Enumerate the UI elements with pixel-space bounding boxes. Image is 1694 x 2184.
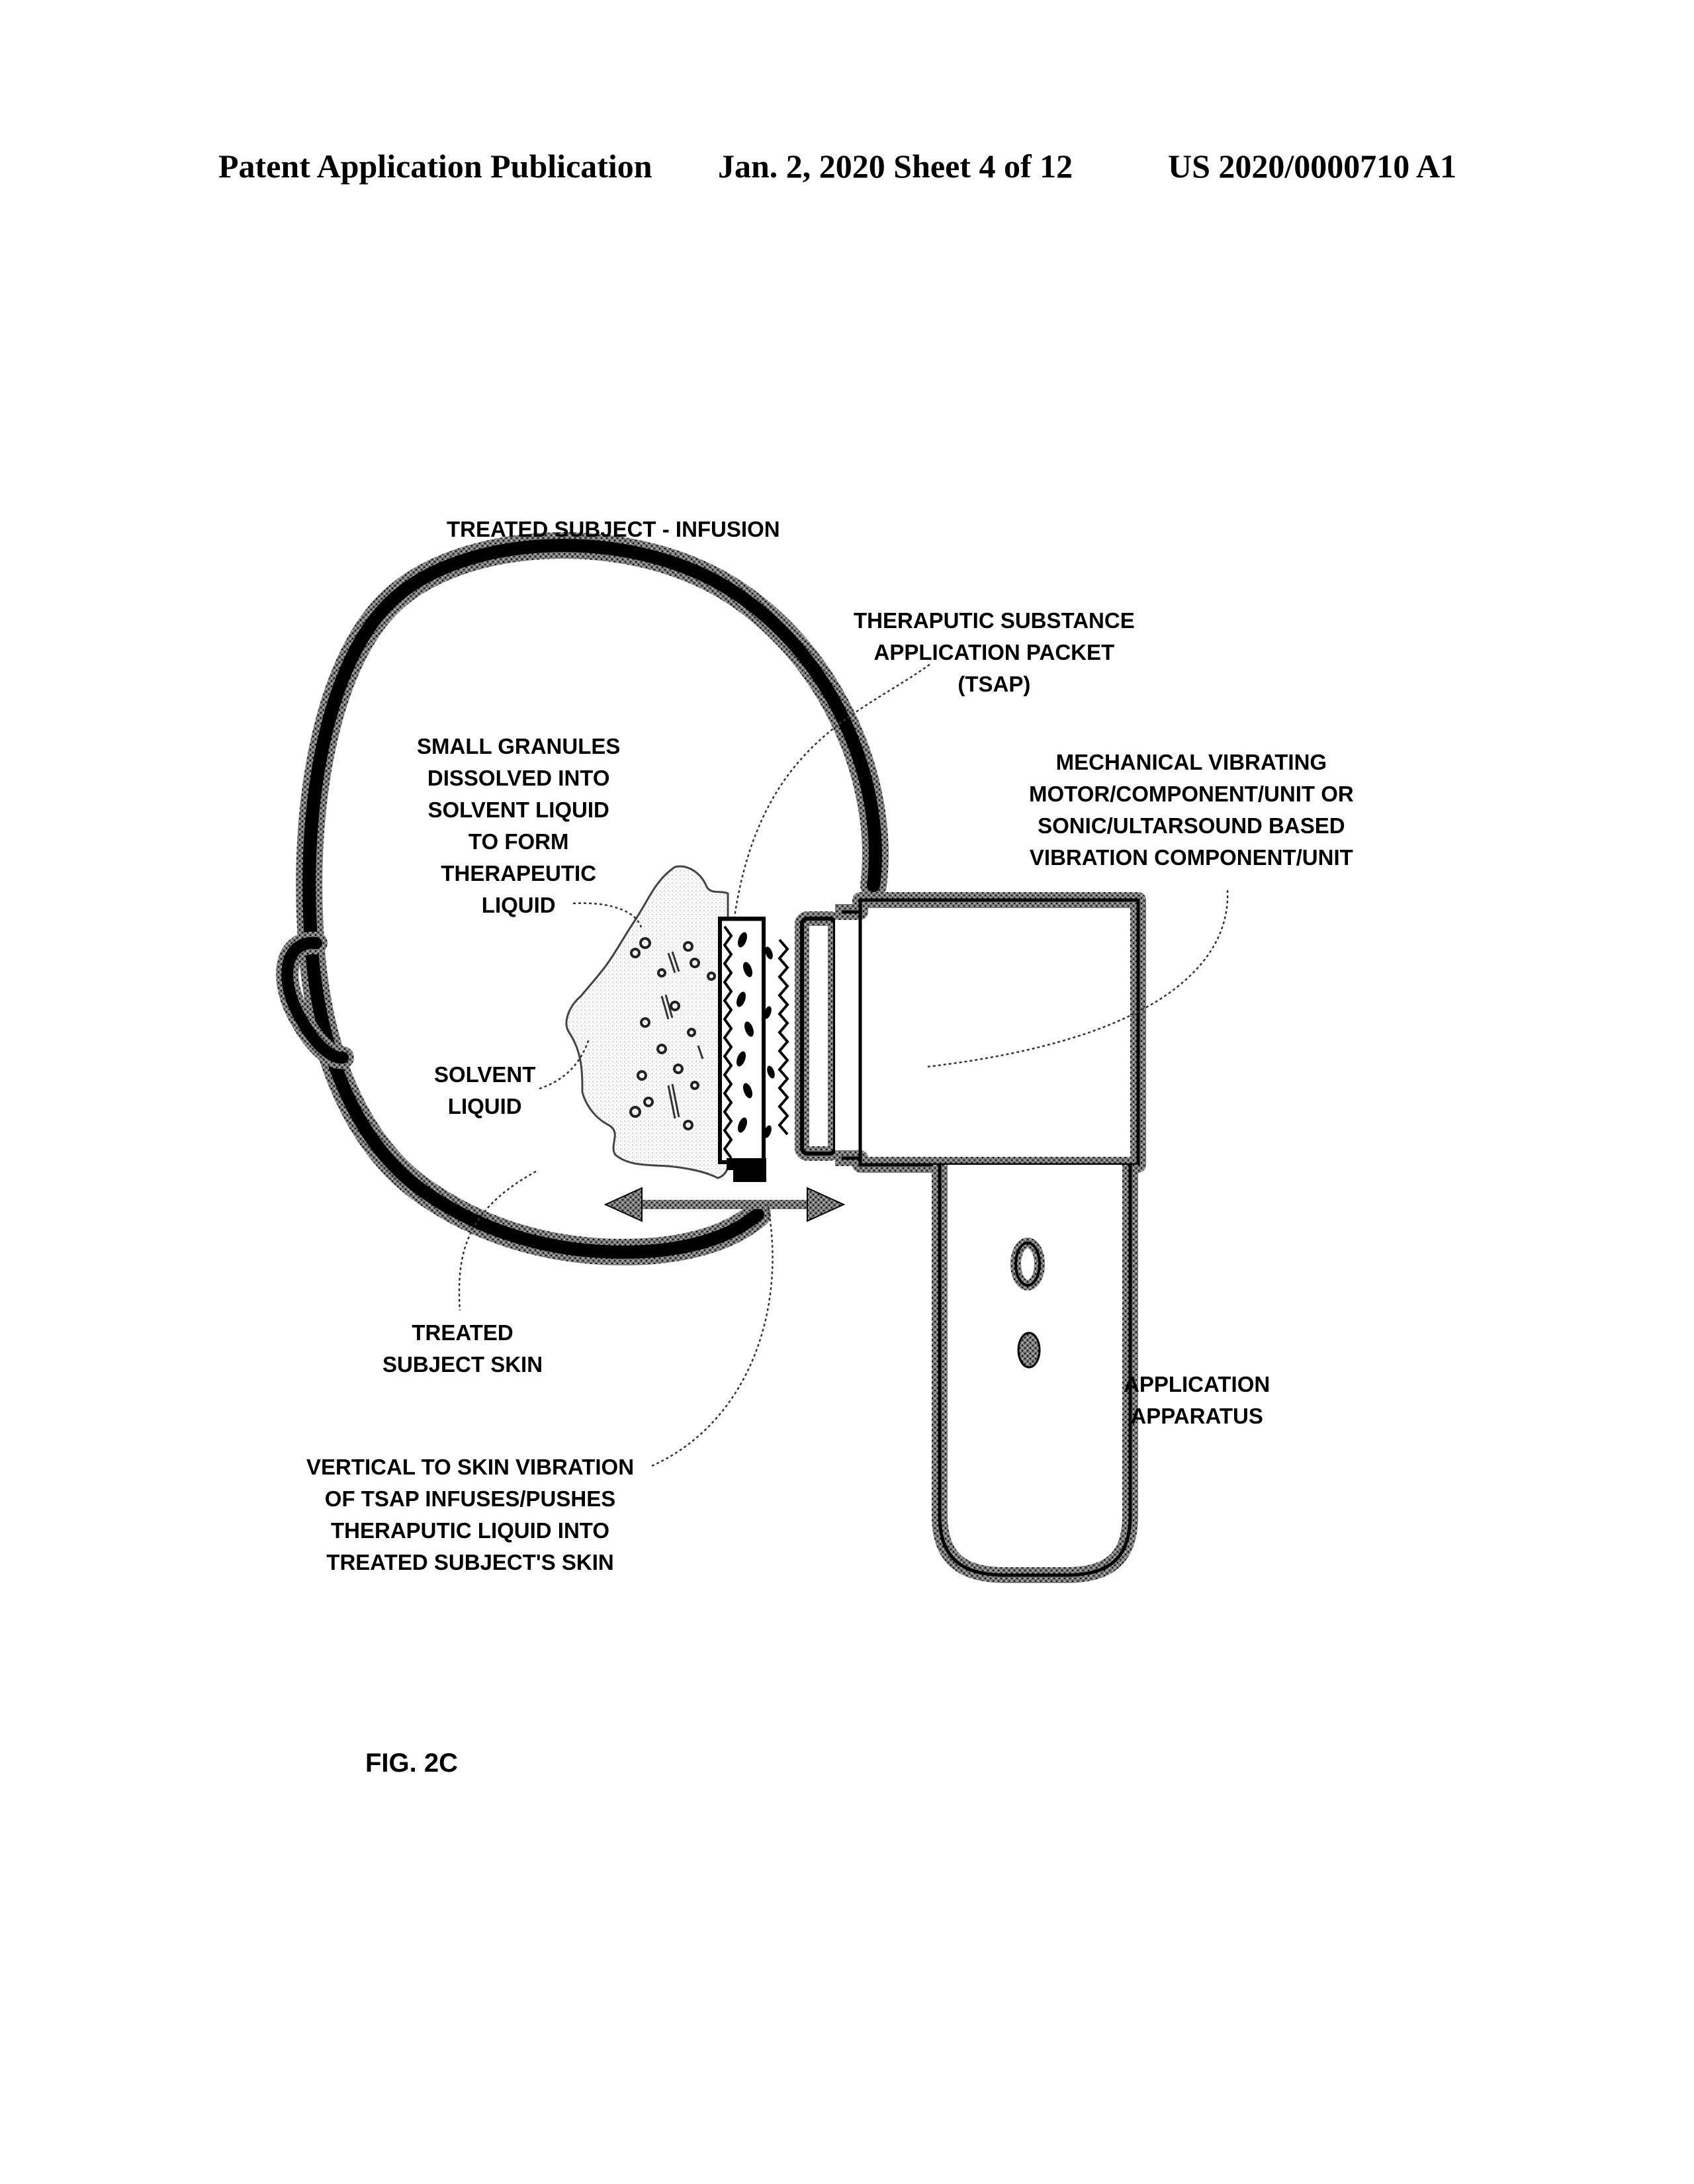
granule-streaks	[660, 951, 704, 1119]
label-solvent-liquid: SOLVENT LIQUID	[434, 1062, 536, 1118]
label-application-apparatus: APPLICATION APPARATUS	[1124, 1372, 1270, 1428]
header-publication-title: Patent Application Publication	[218, 148, 652, 185]
label-treated-subject-skin: TREATED SUBJECT SKIN	[382, 1320, 543, 1377]
label-treated-subject-infusion: TREATED SUBJECT - INFUSION	[447, 517, 780, 541]
label-mechanical-vibrating-unit: MECHANICAL VIBRATING MOTOR/COMPONENT/UNI…	[1029, 750, 1354, 870]
header-publication-number: US 2020/0000710 A1	[1168, 148, 1457, 185]
tsap-packet	[718, 917, 789, 1182]
label-vertical-vibration: VERTICAL TO SKIN VIBRATION OF TSAP INFUS…	[306, 1455, 635, 1574]
header-date-sheet: Jan. 2, 2020 Sheet 4 of 12	[718, 148, 1073, 185]
label-small-granules: SMALL GRANULES DISSOLVED INTO SOLVENT LI…	[417, 734, 621, 917]
vibration-double-arrow	[603, 1187, 846, 1222]
ear-outline	[276, 931, 354, 1069]
apparatus-handle	[932, 1165, 1138, 1583]
leader-lines	[458, 663, 1229, 1467]
granule-circles	[629, 937, 716, 1130]
therapeutic-liquid-blob	[565, 865, 731, 1179]
vibration-plate	[795, 911, 842, 1161]
figure-label: FIG. 2C	[365, 1749, 459, 1778]
motor-housing	[835, 892, 1146, 1173]
head-outline	[296, 532, 889, 1265]
label-tsap: THERAPUTIC SUBSTANCE APPLICATION PACKET …	[854, 608, 1135, 696]
